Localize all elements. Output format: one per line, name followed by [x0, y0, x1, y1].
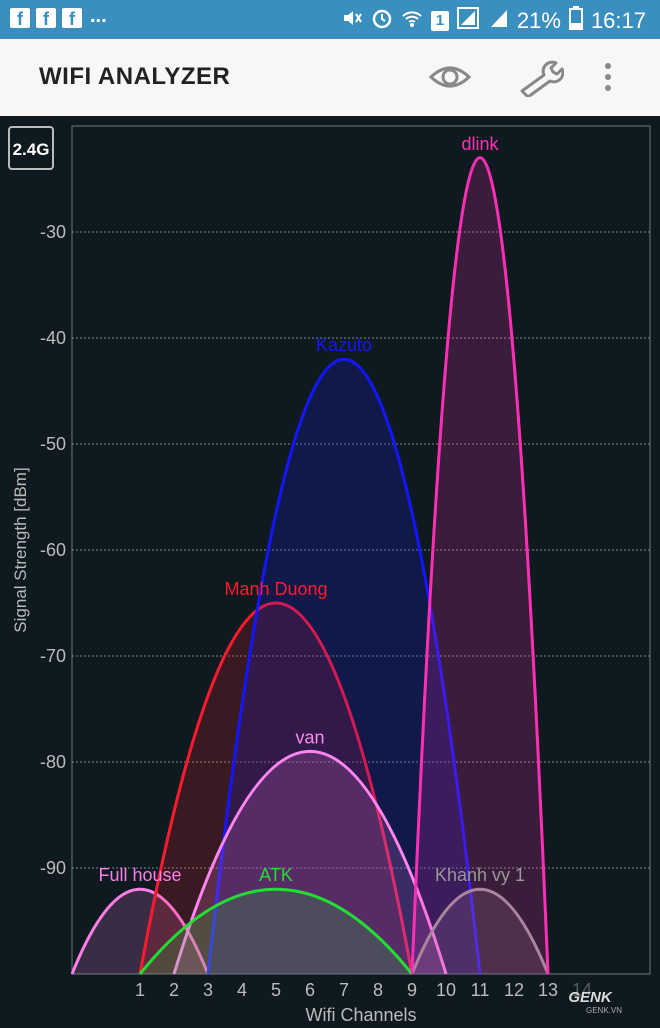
x-tick-label: 5 [271, 980, 281, 1000]
signal-icon [489, 7, 509, 35]
notification-icons: f f f ... [10, 4, 107, 29]
x-tick-label: 14 [572, 980, 592, 1000]
x-tick-label: 13 [538, 980, 558, 1000]
sim-badge: 1 [430, 11, 449, 31]
y-tick-label: -70 [40, 646, 66, 666]
signal-chart: -30-40-50-60-70-80-90 1 2 3 4 5 6 7 8 9 10 11 12 13 1… [11, 125, 651, 1025]
x-tick-label: 8 [373, 980, 383, 1000]
facebook-icon: f [10, 8, 30, 29]
x-tick-label: 3 [203, 980, 213, 1000]
y-tick-label: -80 [40, 752, 66, 772]
x-tick-label: 6 [305, 980, 315, 1000]
series-label: Khanh vy 1 [435, 865, 525, 885]
x-axis-label: Wifi Channels [305, 1005, 416, 1025]
y-tick-label: -90 [40, 858, 66, 878]
x-tick-label: 2 [169, 980, 179, 1000]
series-label: Kazuto [316, 335, 372, 355]
app-bar: WIFI ANALYZER [0, 39, 660, 116]
x-tick-label: 9 [407, 980, 417, 1000]
series-line [410, 156, 550, 975]
status-bar: f f f ... 1 21% 16:17 [0, 0, 660, 39]
signal-icon [456, 7, 481, 35]
series-label: van [295, 727, 324, 747]
watermark-brand: GENK [568, 989, 613, 1006]
y-tick-label: -30 [40, 222, 66, 242]
overflow-menu-icon[interactable] [596, 57, 620, 97]
series-line [138, 601, 414, 975]
system-icons: 1 21% 16:17 [341, 6, 646, 36]
y-tick-label: -50 [40, 434, 66, 454]
alarm-icon [371, 7, 393, 35]
chart-area: -30 -40 -50 -60 -70 -80 -90 1 2 3 4 5 6 7 8 9 10 11 12 13 1… [0, 116, 660, 1028]
facebook-icon: f [36, 8, 56, 29]
eye-icon[interactable] [428, 57, 472, 97]
series-line [206, 357, 482, 975]
series-line [410, 887, 550, 975]
battery-percent: 21% [516, 8, 561, 33]
watermark-site: GENK.VN [586, 1006, 622, 1015]
series-line [70, 887, 210, 975]
clock: 16:17 [590, 8, 646, 33]
series-label: dlink [461, 134, 499, 154]
battery-icon [568, 6, 583, 36]
series-label: Full house [98, 865, 181, 885]
mute-icon [341, 7, 363, 35]
x-tick-label: 12 [504, 980, 524, 1000]
app-title: WIFI ANALYZER [39, 63, 231, 90]
band-toggle-button[interactable]: 2.4G [8, 126, 54, 170]
x-tick-label: 7 [339, 980, 349, 1000]
wifi-icon [401, 7, 423, 35]
series-label: ATK [259, 865, 293, 885]
x-tick-label: 4 [237, 980, 247, 1000]
y-tick-label: -40 [40, 328, 66, 348]
x-tick-label: 11 [471, 980, 490, 1000]
y-axis-label: Signal Strength [dBm] [11, 467, 30, 632]
wrench-icon[interactable] [516, 57, 565, 99]
more-notifications: ... [90, 4, 107, 27]
x-tick-label: 1 [135, 980, 145, 1000]
x-tick-label: 10 [436, 980, 456, 1000]
y-tick-label: -60 [40, 540, 66, 560]
series-line [172, 750, 448, 975]
series-line [138, 887, 414, 975]
watermark: GENK GENK.VN [568, 989, 622, 1015]
facebook-icon: f [62, 8, 82, 29]
series-label: Manh Duong [224, 579, 327, 599]
